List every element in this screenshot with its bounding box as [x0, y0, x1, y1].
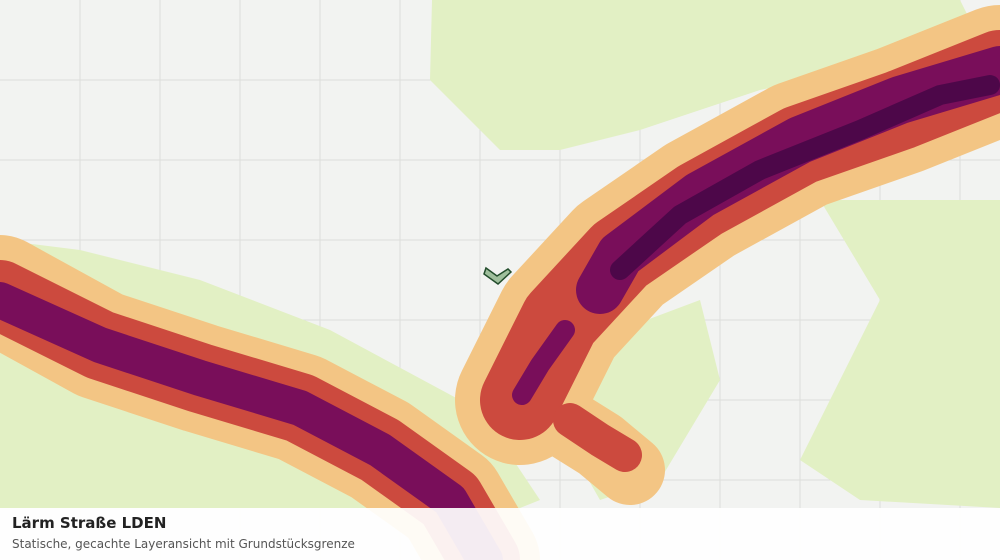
map-title: Lärm Straße LDEN: [12, 514, 167, 532]
noise-band: [553, 403, 642, 472]
noise-band: [610, 75, 1000, 280]
parcel-boundary[interactable]: [483, 266, 513, 285]
caption-bar: Lärm Straße LDEN Statische, gecachte Lay…: [0, 508, 1000, 560]
map-subtitle: Statische, gecachte Layeransicht mit Gru…: [12, 537, 355, 551]
noise-band: [0, 282, 503, 560]
noise-band: [512, 320, 575, 405]
